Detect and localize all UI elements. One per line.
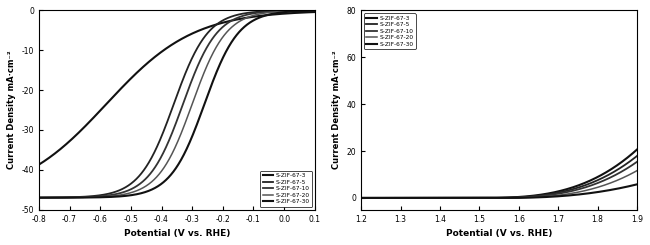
S-ZIF-67-10: [146, 172, 154, 175]
S-ZIF-67-10: [358, 196, 365, 199]
S-ZIF-67-10: [577, 187, 585, 190]
S-ZIF-67-20: [479, 196, 487, 199]
S-ZIF-67-5: [479, 196, 487, 199]
S-ZIF-67-10: [35, 196, 43, 199]
S-ZIF-67-3: [547, 192, 554, 195]
S-ZIF-67-3: [385, 196, 393, 199]
S-ZIF-67-20: [63, 196, 71, 199]
S-ZIF-67-10: [224, 21, 232, 24]
S-ZIF-67-20: [157, 171, 164, 174]
S-ZIF-67-5: [633, 154, 641, 157]
S-ZIF-67-30: [255, 16, 263, 19]
X-axis label: Potential (V vs. RHE): Potential (V vs. RHE): [446, 229, 552, 238]
Y-axis label: Current Density mA·cm⁻²: Current Density mA·cm⁻²: [332, 51, 341, 169]
S-ZIF-67-30: [633, 183, 641, 186]
S-ZIF-67-20: [146, 181, 154, 184]
Line: S-ZIF-67-20: S-ZIF-67-20: [361, 171, 637, 198]
S-ZIF-67-20: [577, 190, 585, 193]
S-ZIF-67-3: [63, 142, 71, 145]
S-ZIF-67-30: [385, 196, 393, 199]
X-axis label: Potential (V vs. RHE): Potential (V vs. RHE): [124, 229, 230, 238]
S-ZIF-67-10: [157, 157, 164, 160]
S-ZIF-67-5: [385, 196, 393, 199]
S-ZIF-67-30: [547, 195, 554, 198]
S-ZIF-67-3: [469, 196, 476, 199]
S-ZIF-67-20: [385, 196, 393, 199]
Y-axis label: Current Density mA·cm⁻²: Current Density mA·cm⁻²: [7, 51, 16, 169]
S-ZIF-67-3: [479, 196, 487, 199]
S-ZIF-67-3: [358, 196, 365, 199]
S-ZIF-67-3: [35, 163, 43, 166]
S-ZIF-67-30: [250, 19, 258, 22]
S-ZIF-67-5: [250, 11, 258, 13]
S-ZIF-67-5: [311, 9, 318, 12]
S-ZIF-67-10: [250, 12, 258, 15]
Line: S-ZIF-67-3: S-ZIF-67-3: [39, 12, 315, 165]
S-ZIF-67-30: [311, 9, 318, 12]
S-ZIF-67-3: [311, 11, 318, 13]
S-ZIF-67-20: [547, 195, 554, 197]
S-ZIF-67-5: [224, 16, 232, 19]
Line: S-ZIF-67-5: S-ZIF-67-5: [361, 156, 637, 198]
S-ZIF-67-10: [63, 196, 71, 199]
S-ZIF-67-30: [573, 193, 580, 196]
S-ZIF-67-30: [157, 183, 164, 186]
S-ZIF-67-20: [358, 196, 365, 199]
S-ZIF-67-10: [633, 160, 641, 163]
S-ZIF-67-5: [358, 196, 365, 199]
S-ZIF-67-5: [157, 137, 164, 140]
S-ZIF-67-5: [146, 158, 154, 161]
S-ZIF-67-20: [573, 191, 580, 194]
S-ZIF-67-20: [311, 9, 318, 12]
S-ZIF-67-10: [255, 11, 263, 14]
S-ZIF-67-3: [157, 51, 164, 54]
S-ZIF-67-3: [224, 20, 232, 23]
S-ZIF-67-10: [573, 188, 580, 191]
S-ZIF-67-20: [633, 169, 641, 172]
S-ZIF-67-5: [547, 193, 554, 196]
S-ZIF-67-5: [469, 196, 476, 199]
Line: S-ZIF-67-10: S-ZIF-67-10: [39, 11, 315, 198]
S-ZIF-67-30: [35, 196, 43, 199]
Legend: S-ZIF-67-3, S-ZIF-67-5, S-ZIF-67-10, S-ZIF-67-20, S-ZIF-67-30: S-ZIF-67-3, S-ZIF-67-5, S-ZIF-67-10, S-Z…: [364, 13, 415, 49]
S-ZIF-67-3: [577, 183, 585, 186]
S-ZIF-67-30: [479, 196, 487, 199]
S-ZIF-67-3: [633, 148, 641, 151]
S-ZIF-67-20: [469, 196, 476, 199]
S-ZIF-67-30: [358, 196, 365, 199]
S-ZIF-67-10: [479, 196, 487, 199]
Line: S-ZIF-67-3: S-ZIF-67-3: [361, 149, 637, 198]
S-ZIF-67-3: [146, 59, 154, 62]
Line: S-ZIF-67-30: S-ZIF-67-30: [361, 184, 637, 198]
S-ZIF-67-5: [255, 10, 263, 13]
S-ZIF-67-30: [577, 193, 585, 196]
S-ZIF-67-10: [469, 196, 476, 199]
Line: S-ZIF-67-30: S-ZIF-67-30: [39, 11, 315, 198]
Line: S-ZIF-67-5: S-ZIF-67-5: [39, 11, 315, 198]
S-ZIF-67-30: [469, 196, 476, 199]
S-ZIF-67-20: [255, 12, 263, 15]
S-ZIF-67-5: [35, 196, 43, 199]
S-ZIF-67-10: [547, 193, 554, 196]
S-ZIF-67-30: [224, 46, 232, 49]
S-ZIF-67-3: [250, 15, 258, 18]
Legend: S-ZIF-67-3, S-ZIF-67-5, S-ZIF-67-10, S-ZIF-67-20, S-ZIF-67-30: S-ZIF-67-3, S-ZIF-67-5, S-ZIF-67-10, S-Z…: [260, 171, 312, 207]
S-ZIF-67-30: [146, 189, 154, 192]
S-ZIF-67-5: [573, 187, 580, 190]
S-ZIF-67-3: [573, 185, 580, 188]
S-ZIF-67-20: [250, 14, 258, 17]
S-ZIF-67-5: [63, 196, 71, 199]
S-ZIF-67-10: [385, 196, 393, 199]
S-ZIF-67-30: [63, 196, 71, 199]
S-ZIF-67-20: [224, 29, 232, 32]
Line: S-ZIF-67-20: S-ZIF-67-20: [39, 11, 315, 198]
Line: S-ZIF-67-10: S-ZIF-67-10: [361, 162, 637, 198]
S-ZIF-67-20: [35, 196, 43, 199]
S-ZIF-67-5: [577, 185, 585, 188]
S-ZIF-67-3: [255, 14, 263, 17]
S-ZIF-67-10: [311, 9, 318, 12]
